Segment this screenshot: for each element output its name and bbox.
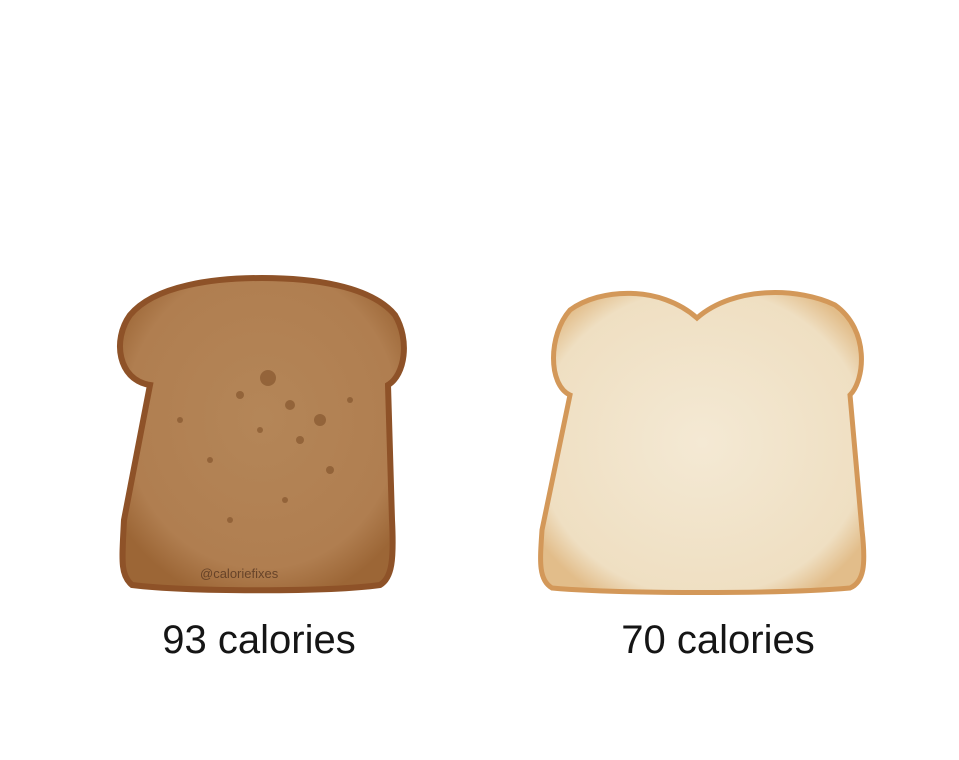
white-bread-calories: 70 calories	[621, 618, 815, 662]
white-bread-slice	[538, 290, 867, 595]
watermark: @caloriefixes	[200, 566, 279, 581]
wheat-bread-slice	[116, 274, 407, 594]
wheat-bread-calories: 93 calories	[162, 618, 356, 662]
